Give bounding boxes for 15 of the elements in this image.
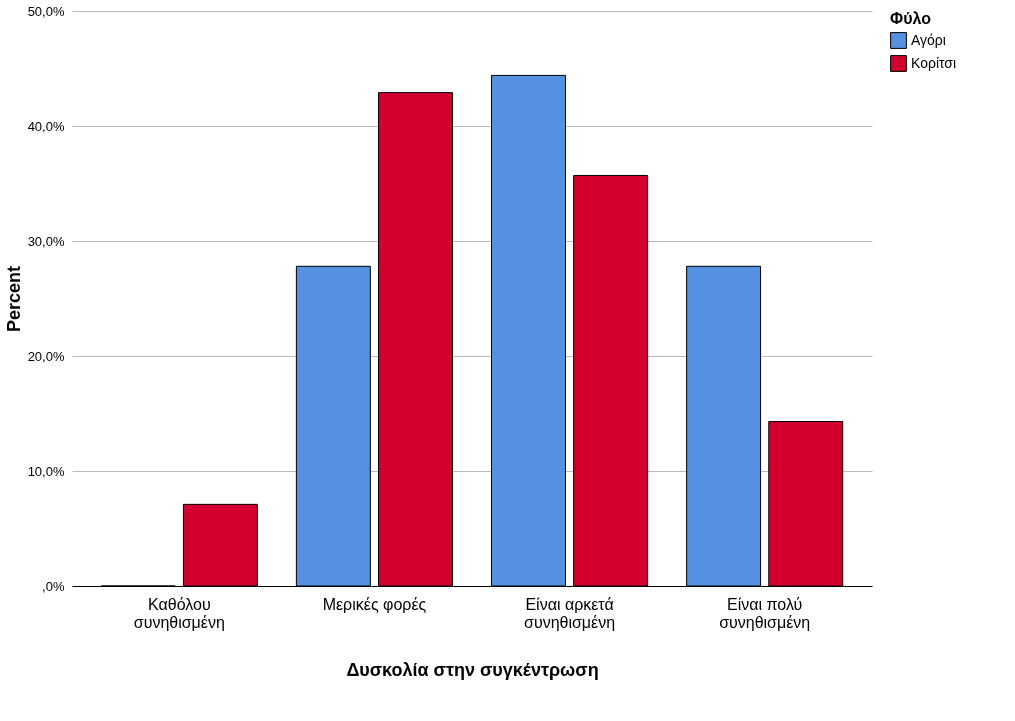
- legend-label: Αγόρι: [911, 31, 946, 48]
- x-tick-label: Είναι πολύ συνηθισμένη: [719, 595, 811, 631]
- y-tick-label: ,0%: [42, 578, 65, 594]
- y-tick-label: 50,0%: [27, 3, 65, 19]
- legend-label: Κορίτσι: [911, 54, 957, 71]
- x-tick-label: Μερικές φορές: [322, 595, 427, 613]
- y-axis-title: Percent: [3, 265, 24, 333]
- x-axis-title: Δυσκολία στην συγκέντρωση: [346, 659, 599, 680]
- y-tick-label: 30,0%: [27, 233, 65, 249]
- y-tick-label: 10,0%: [27, 463, 65, 479]
- x-tick-label: Καθόλου συνηθισμένη: [133, 595, 225, 631]
- y-tick-label: 20,0%: [27, 348, 65, 364]
- y-tick-label: 40,0%: [27, 118, 65, 134]
- legend-title: Φύλο: [890, 10, 932, 27]
- x-tick-label: Είναι αρκετά συνηθισμένη: [524, 595, 616, 631]
